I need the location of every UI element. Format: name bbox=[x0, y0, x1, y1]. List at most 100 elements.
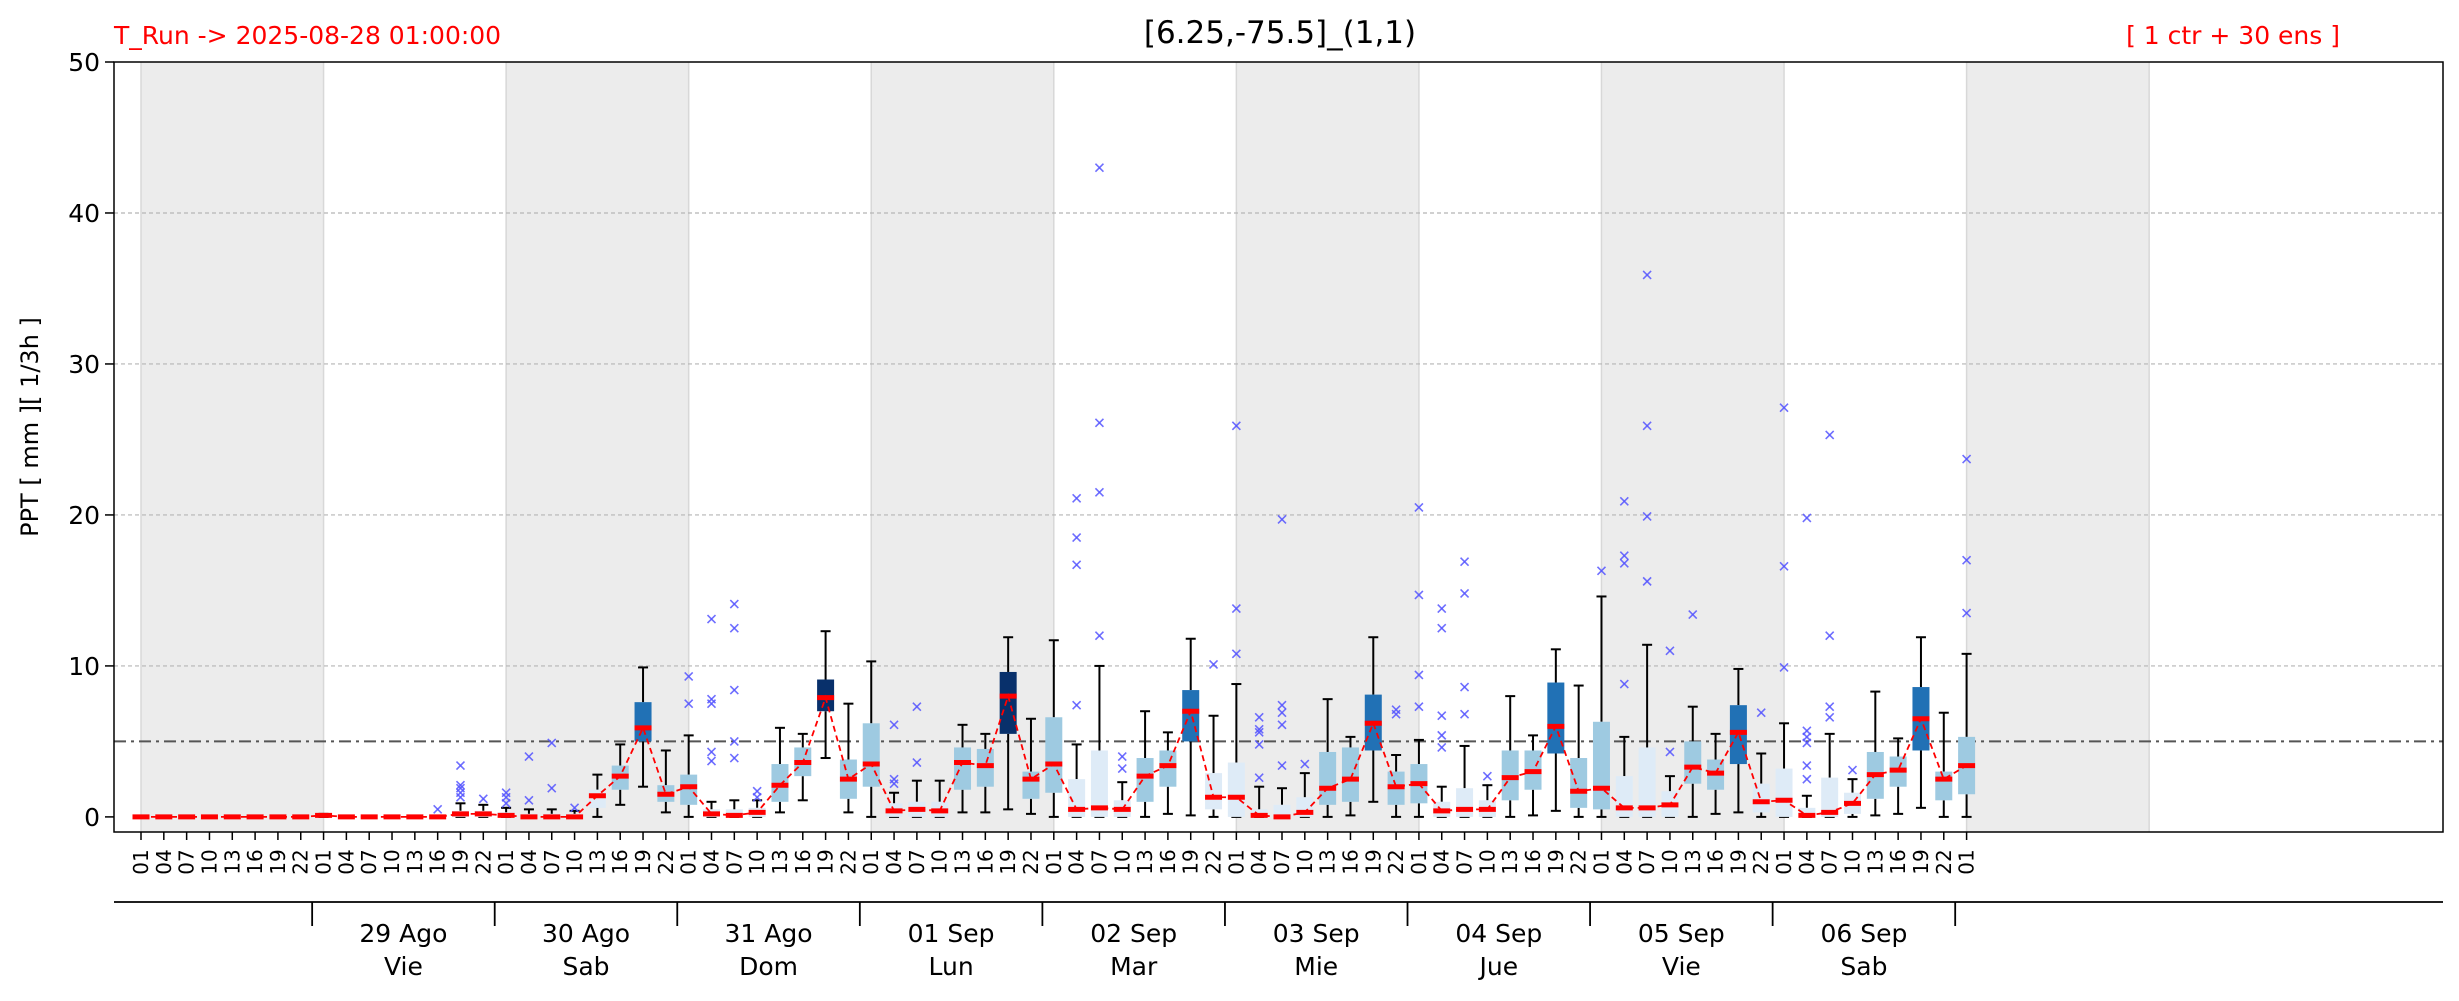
outlier-point bbox=[706, 614, 717, 624]
outlier-point bbox=[1391, 705, 1401, 715]
iqr-box bbox=[1638, 747, 1656, 817]
hour-tick-label: 22 bbox=[1384, 849, 1408, 874]
iqr-box bbox=[999, 671, 1017, 734]
y-tick-label: 50 bbox=[68, 48, 100, 77]
outlier-point bbox=[1459, 709, 1470, 719]
hour-tick-label: 19 bbox=[1361, 849, 1385, 874]
outlier-point bbox=[524, 751, 534, 762]
hour-tick-label: 07 bbox=[1087, 849, 1111, 874]
outlier-point bbox=[729, 599, 739, 609]
hour-tick-label: 04 bbox=[700, 849, 724, 874]
run-label: T_Run -> 2025-08-28 01:00:00 bbox=[113, 21, 501, 50]
outlier-point bbox=[1437, 711, 1447, 721]
outlier-point bbox=[1642, 270, 1652, 280]
outlier-point bbox=[684, 671, 694, 682]
iqr-box bbox=[1456, 788, 1474, 817]
outlier-point bbox=[1962, 608, 1972, 618]
hour-tick-label: 01 bbox=[312, 849, 336, 874]
hour-tick-label: 19 bbox=[814, 849, 838, 874]
night-band bbox=[506, 62, 689, 832]
hour-tick-label: 10 bbox=[1110, 849, 1134, 874]
hour-tick-label: 07 bbox=[357, 849, 381, 874]
hour-tick-label: 04 bbox=[152, 849, 176, 874]
members-label: [ 1 ctr + 30 ens ] bbox=[2126, 21, 2340, 50]
outlier-point bbox=[1825, 712, 1835, 722]
day-date-label: 04 Sep bbox=[1455, 919, 1542, 948]
outlier-point bbox=[1642, 511, 1652, 522]
outlier-point bbox=[1300, 759, 1310, 769]
outlier-point bbox=[1437, 730, 1447, 740]
iqr-box bbox=[1319, 751, 1337, 805]
hour-tick-label: 22 bbox=[654, 849, 678, 874]
outlier-point bbox=[1802, 513, 1812, 523]
outlier-point bbox=[1642, 421, 1652, 431]
outlier-point bbox=[1414, 502, 1424, 512]
outlier-point bbox=[1254, 727, 1264, 737]
hour-tick-label: 22 bbox=[1749, 849, 1773, 874]
hour-tick-label: 07 bbox=[722, 849, 746, 874]
iqr-box bbox=[1798, 807, 1816, 817]
iqr-box bbox=[1205, 773, 1223, 810]
iqr-box bbox=[1182, 690, 1200, 742]
iqr-box bbox=[1775, 768, 1793, 817]
outlier-point bbox=[1254, 773, 1264, 783]
outlier-point bbox=[1254, 724, 1264, 734]
hour-tick-label: 01 bbox=[494, 849, 518, 874]
hour-tick-label: 07 bbox=[175, 849, 199, 874]
outlier-point bbox=[706, 747, 717, 757]
day-date-label: 02 Sep bbox=[1090, 919, 1177, 948]
iqr-box bbox=[1752, 783, 1770, 813]
hour-tick-label: 01 bbox=[129, 849, 153, 874]
outlier-point bbox=[1459, 682, 1470, 692]
hour-tick-label: 19 bbox=[1909, 849, 1933, 874]
hour-tick-label: 13 bbox=[1133, 849, 1157, 874]
hour-tick-label: 22 bbox=[289, 849, 313, 874]
outlier-point bbox=[1208, 659, 1219, 669]
hour-tick-label: 22 bbox=[1932, 849, 1956, 874]
outlier-point bbox=[1231, 603, 1241, 614]
day-weekday-label: Vie bbox=[1662, 952, 1701, 981]
outlier-point bbox=[1962, 454, 1972, 464]
outlier-point bbox=[455, 780, 466, 790]
day-weekday-label: Mie bbox=[1294, 952, 1338, 981]
outlier-point bbox=[1825, 702, 1835, 712]
hour-tick-label: 07 bbox=[1270, 849, 1294, 874]
outlier-point bbox=[455, 783, 466, 793]
outlier-points bbox=[433, 163, 1972, 814]
iqr-box bbox=[1136, 758, 1154, 802]
chart-title: [6.25,-75.5]_(1,1) bbox=[1144, 15, 1416, 51]
outlier-point bbox=[1688, 610, 1698, 620]
day-date-label: 29 Ago bbox=[359, 919, 447, 948]
outlier-point bbox=[1231, 421, 1241, 431]
outlier-point bbox=[1437, 623, 1447, 633]
iqr-box bbox=[634, 702, 652, 742]
outlier-point bbox=[1665, 747, 1675, 757]
day-date-label: 03 Sep bbox=[1273, 919, 1360, 948]
night-shading bbox=[140, 62, 2150, 832]
outlier-point bbox=[1619, 679, 1629, 689]
outlier-point bbox=[1847, 765, 1858, 775]
outlier-point bbox=[1277, 761, 1287, 771]
hour-tick-label: 10 bbox=[1475, 849, 1499, 874]
outlier-point bbox=[1482, 771, 1492, 781]
outlier-point bbox=[1094, 418, 1105, 428]
outlier-point bbox=[547, 783, 557, 793]
outlier-point bbox=[1779, 561, 1789, 571]
hour-tick-label: 19 bbox=[1544, 849, 1568, 874]
hour-tick-label: 07 bbox=[540, 849, 564, 874]
hour-tick-label: 04 bbox=[1795, 849, 1819, 874]
hour-tick-label: 13 bbox=[585, 849, 609, 874]
hour-tick-label: 10 bbox=[563, 849, 587, 874]
outlier-point bbox=[706, 756, 717, 766]
outlier-point bbox=[1254, 739, 1264, 749]
hour-tick-label: 07 bbox=[1818, 849, 1842, 874]
hour-tick-label: 13 bbox=[220, 849, 244, 874]
iqr-box bbox=[1045, 717, 1063, 793]
outlier-point bbox=[1459, 557, 1470, 567]
outlier-point bbox=[1459, 588, 1470, 599]
hour-tick-label: 04 bbox=[334, 849, 358, 874]
outlier-point bbox=[1094, 631, 1105, 641]
y-axis: 0 10 20 30 40 50 bbox=[68, 48, 114, 832]
iqr-box bbox=[1684, 741, 1702, 784]
hour-tick-label: 13 bbox=[1681, 849, 1705, 874]
